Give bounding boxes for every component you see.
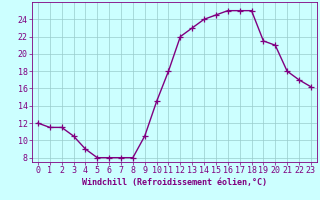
X-axis label: Windchill (Refroidissement éolien,°C): Windchill (Refroidissement éolien,°C) [82, 178, 267, 187]
